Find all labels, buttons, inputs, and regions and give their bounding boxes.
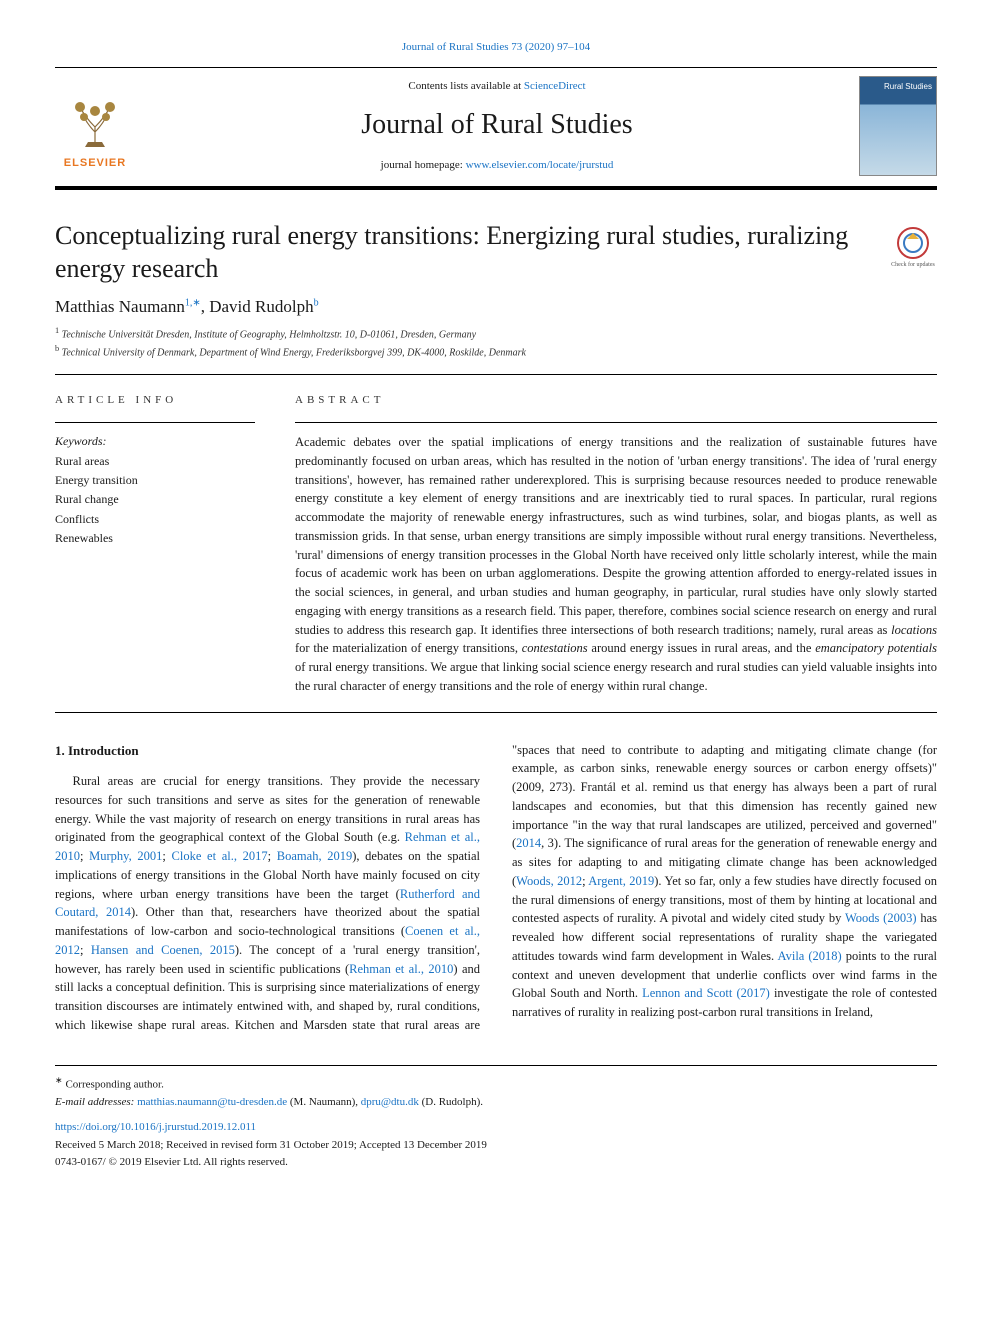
author-1: Matthias Naumann [55, 297, 185, 316]
author-sep: , [201, 297, 210, 316]
homepage-link[interactable]: www.elsevier.com/locate/jrurstud [466, 159, 614, 171]
cover-label: Rural Studies [884, 81, 932, 92]
running-head-link[interactable]: Journal of Rural Studies 73 (2020) 97–10… [402, 41, 590, 53]
email-line: E-mail addresses: matthias.naumann@tu-dr… [55, 1095, 937, 1110]
copyright-line: 0743-0167/ © 2019 Elsevier Ltd. All righ… [55, 1155, 937, 1170]
citation-link[interactable]: Lennon and Scott (2017) [642, 986, 770, 1000]
citation-link[interactable]: Woods, 2012 [516, 874, 582, 888]
journal-name: Journal of Rural Studies [135, 105, 859, 144]
citation-link[interactable]: 2014 [516, 836, 541, 850]
publisher-logo: ELSEVIER [55, 81, 135, 171]
crossmark-icon [895, 225, 931, 261]
footer: ∗ Corresponding author. E-mail addresses… [55, 1065, 937, 1171]
keyword: Renewables [55, 529, 255, 548]
affil-2-text: Technical University of Denmark, Departm… [59, 347, 526, 358]
rule [55, 374, 937, 375]
citation-link[interactable]: Rehman et al., 2010 [349, 962, 453, 976]
doi-link[interactable]: https://doi.org/10.1016/j.jrurstud.2019.… [55, 1121, 256, 1133]
elsevier-tree-icon [60, 97, 130, 152]
contents-prefix: Contents lists available at [408, 80, 523, 92]
keyword: Conflicts [55, 510, 255, 529]
contents-line: Contents lists available at ScienceDirec… [135, 79, 859, 94]
check-updates-badge[interactable]: Check for updates [889, 220, 937, 274]
publisher-name: ELSEVIER [64, 156, 126, 171]
corresponding-author: ∗ Corresponding author. [55, 1074, 937, 1093]
body-text: 1. Introduction Rural areas are crucial … [55, 741, 937, 1035]
citation-link[interactable]: Argent, 2019 [588, 874, 654, 888]
keyword: Rural change [55, 490, 255, 509]
author-2: David Rudolph [209, 297, 313, 316]
author-1-corr-link[interactable]: ∗ [192, 298, 200, 309]
homepage-prefix: journal homepage: [381, 159, 466, 171]
abstract-heading: ABSTRACT [295, 393, 937, 408]
journal-cover-thumb: Rural Studies [859, 76, 937, 176]
affil-1-text: Technische Universität Dresden, Institut… [59, 330, 476, 341]
author-line: Matthias Naumann1,∗, David Rudolphb [55, 295, 937, 319]
article-title: Conceptualizing rural energy transitions… [55, 220, 875, 285]
abstract: ABSTRACT Academic debates over the spati… [295, 393, 937, 696]
citation-link[interactable]: Hansen and Coenen, 2015 [91, 943, 235, 957]
citation-link[interactable]: Woods (2003) [845, 911, 917, 925]
rule [55, 422, 255, 423]
author-2-affil-link[interactable]: b [314, 298, 319, 309]
doi-line: https://doi.org/10.1016/j.jrurstud.2019.… [55, 1120, 937, 1135]
rule [295, 422, 937, 423]
citation-link[interactable]: Murphy, 2001 [89, 849, 162, 863]
received-line: Received 5 March 2018; Received in revis… [55, 1138, 937, 1153]
article-info-heading: ARTICLE INFO [55, 393, 255, 408]
email-link[interactable]: dpru@dtu.dk [361, 1096, 419, 1108]
citation-link[interactable]: Cloke et al., 2017 [172, 849, 268, 863]
abstract-text: Academic debates over the spatial implic… [295, 433, 937, 696]
journal-header: ELSEVIER Contents lists available at Sci… [55, 67, 937, 190]
keywords-label: Keywords: [55, 433, 255, 450]
check-updates-label: Check for updates [891, 261, 935, 269]
email-link[interactable]: matthias.naumann@tu-dresden.de [137, 1096, 287, 1108]
running-head: Journal of Rural Studies 73 (2020) 97–10… [55, 40, 937, 55]
citation-link[interactable]: Boamah, 2019 [277, 849, 352, 863]
keyword: Energy transition [55, 471, 255, 490]
affiliations: 1 Technische Universität Dresden, Instit… [55, 325, 937, 360]
homepage-line: journal homepage: www.elsevier.com/locat… [135, 158, 859, 173]
sciencedirect-link[interactable]: ScienceDirect [524, 80, 586, 92]
rule [55, 712, 937, 713]
section-heading: 1. Introduction [55, 741, 480, 761]
article-info: ARTICLE INFO Keywords: Rural areas Energ… [55, 393, 255, 696]
citation-link[interactable]: Avila (2018) [778, 949, 842, 963]
keyword: Rural areas [55, 452, 255, 471]
